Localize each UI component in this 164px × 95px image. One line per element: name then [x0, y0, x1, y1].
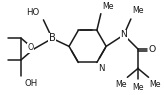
Text: N: N — [98, 64, 104, 73]
Text: Me: Me — [149, 80, 161, 89]
Text: Me: Me — [115, 80, 126, 89]
Text: Me: Me — [132, 6, 143, 15]
Text: B: B — [49, 33, 56, 43]
Text: O: O — [149, 45, 156, 53]
Text: Me: Me — [102, 2, 114, 11]
Text: HO: HO — [26, 8, 40, 17]
Text: OH: OH — [25, 79, 38, 88]
Text: N: N — [120, 30, 127, 39]
Text: Me: Me — [132, 84, 144, 93]
Text: O: O — [27, 43, 33, 52]
